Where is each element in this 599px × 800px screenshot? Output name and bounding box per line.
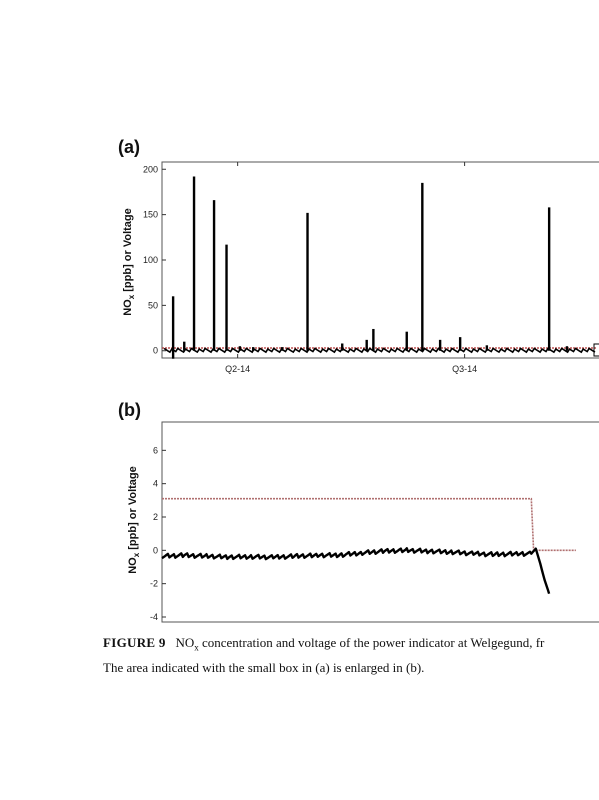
svg-text:NOx [ppb] or Voltage: NOx [ppb] or Voltage (127, 466, 141, 574)
caption-nox-main: NO (175, 635, 195, 650)
caption-nox-sub: x (194, 642, 199, 653)
svg-text:NOx [ppb] or Voltage: NOx [ppb] or Voltage (122, 208, 136, 316)
panel-a-ylabel: NOx [ppb] or Voltage (122, 208, 136, 316)
y-tick-label: 2 (153, 512, 158, 522)
panel-b-ylabel-sub: x (132, 552, 141, 557)
y-tick-label: -4 (150, 612, 158, 622)
panel-b-ylabel-rest: [ppb] or Voltage (127, 466, 139, 553)
zoom-box-marker (593, 343, 599, 357)
figure-canvas: (a) NOx [ppb] or Voltage 050100150200Q2-… (118, 137, 599, 623)
panel-a-ylabel-main: NO (122, 299, 134, 316)
panel-b-ylabel: NOx [ppb] or Voltage (127, 466, 141, 574)
caption-line-1: FIGURE 9 NOx concentration and voltage o… (103, 633, 599, 658)
panel-b-label: (b) (118, 400, 141, 420)
panel-a-plot-area: 0 50 100 150 200 Q2-14 Q3-14 (143, 162, 597, 374)
x-tick-label: Q2-14 (225, 364, 250, 374)
caption-line-1-text: concentration and voltage of the power i… (198, 635, 545, 650)
y-tick-label: -2 (150, 579, 158, 589)
caption-figure-number: FIGURE 9 (103, 635, 166, 650)
y-tick-label: 0 (153, 346, 158, 356)
panel-b-ylabel-main: NO (127, 557, 139, 574)
panel-b: (b) NOx [ppb] or Voltage -4 -2 0 2 4 6 (118, 400, 599, 623)
voltage-series-line (162, 497, 576, 552)
nox-series-line (161, 547, 551, 595)
panel-b-plot-area: -4 -2 0 2 4 6 (150, 445, 576, 622)
y-tick-label: 0 (153, 545, 158, 555)
y-tick-label: 200 (143, 164, 158, 174)
panel-a-ylabel-rest: [ppb] or Voltage (122, 208, 134, 295)
panel-a-label: (a) (118, 137, 140, 157)
nox-baseline-series (163, 347, 596, 354)
y-tick-label: 50 (148, 300, 158, 310)
panel-b-axes-frame (161, 421, 599, 623)
caption-line-2: The area indicated with the small box in… (103, 659, 425, 675)
y-tick-label: 4 (153, 479, 158, 489)
y-tick-label: 6 (153, 445, 158, 455)
panel-a-ylabel-sub: x (127, 294, 136, 299)
figure-caption: FIGURE 9 NOx concentration and voltage o… (103, 633, 599, 677)
y-tick-label: 150 (143, 210, 158, 220)
panel-a: (a) NOx [ppb] or Voltage 0 50 100 150 200 Q2-… (118, 137, 599, 374)
x-tick-label: Q3-14 (452, 364, 477, 374)
y-tick-label: 100 (143, 255, 158, 265)
